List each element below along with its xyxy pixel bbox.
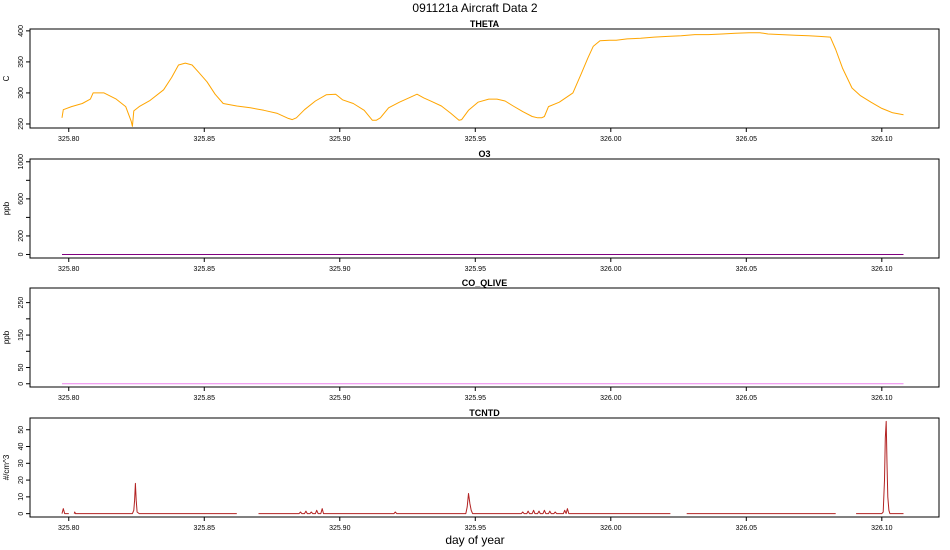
x-tick-label: 325.85 [194,525,216,532]
x-tick-label: 325.90 [329,266,351,273]
x-tick-label: 326.10 [871,395,893,402]
y-tick-label: 50 [18,426,25,434]
panel-title: CO_QLIVE [462,278,508,288]
x-tick-label: 325.95 [465,395,487,402]
panel-1: O3 ppb 0 200 600 1000 325.80 325.85 325.90 325.95… [2,149,940,273]
series-line-2 [258,493,671,515]
series-line-1 [73,482,237,515]
panel-title: THETA [470,19,500,29]
y-tick-label: 400 [18,25,25,37]
x-tick-label: 325.95 [465,136,487,143]
x-tick-label: 326.00 [600,525,622,532]
x-tick-label: 325.95 [465,266,487,273]
plot-frame [29,417,940,518]
y-tick-label: 300 [18,87,25,99]
x-tick-label: 326.05 [736,266,758,273]
y-tick-label: 10 [18,493,25,501]
y-tick-label: 0 [18,252,25,256]
y-tick-label: 250 [18,297,25,309]
y-axis-label: ppb [2,330,11,344]
x-tick-label: 325.80 [58,136,80,143]
x-tick-label: 325.85 [194,136,216,143]
y-tick-label: 20 [18,476,25,484]
panel-3: TCNTD #/cm^3 0 10 20 30 40 50 325.80 325.85 325.90… [2,408,940,532]
series-line-4 [856,420,904,515]
x-tick-label: 325.85 [194,266,216,273]
x-tick-label: 325.90 [329,136,351,143]
y-axis-label: C [2,75,11,81]
y-tick-label: 0 [18,512,25,516]
y-axis-label: ppb [2,201,11,215]
panel-0: THETA C 250 300 350 400 325.80 325.85 325.90 325.… [2,19,940,143]
x-tick-label: 326.00 [600,136,622,143]
plot-frame [29,28,940,129]
x-tick-label: 326.05 [736,525,758,532]
panel-title: TCNTD [469,408,500,418]
x-tick-label: 326.10 [871,136,893,143]
figure-xlabel: day of year [445,533,504,547]
x-tick-label: 326.00 [600,266,622,273]
plot-frame [29,158,940,259]
y-tick-label: 40 [18,443,25,451]
y-tick-label: 250 [18,118,25,130]
y-axis-label: #/cm^3 [2,454,11,480]
x-tick-label: 325.90 [329,395,351,402]
x-tick-label: 326.10 [871,525,893,532]
y-tick-label: 50 [18,364,25,372]
y-tick-label: 30 [18,459,25,467]
x-tick-label: 325.80 [58,525,80,532]
y-tick-label: 0 [18,382,25,386]
y-tick-label: 600 [18,193,25,205]
x-tick-label: 325.80 [58,266,80,273]
figure-title: 091121a Aircraft Data 2 [412,1,538,15]
x-tick-label: 326.05 [736,395,758,402]
y-tick-label: 350 [18,56,25,68]
y-tick-label: 150 [18,329,25,341]
series-line-0 [61,32,904,127]
x-tick-label: 325.95 [465,525,487,532]
x-tick-label: 325.85 [194,395,216,402]
x-tick-label: 325.80 [58,395,80,402]
x-tick-label: 326.10 [871,266,893,273]
panel-title: O3 [478,149,490,159]
plot-frame [29,287,940,388]
y-tick-label: 200 [18,230,25,242]
series-line-0 [61,508,69,515]
x-tick-label: 326.00 [600,395,622,402]
x-tick-label: 325.90 [329,525,351,532]
x-tick-label: 326.05 [736,136,758,143]
y-tick-label: 1000 [18,154,25,170]
